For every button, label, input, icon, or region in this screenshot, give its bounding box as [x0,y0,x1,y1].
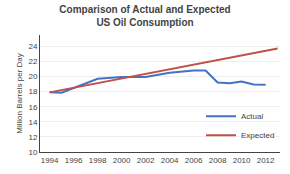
svg-text:2006: 2006 [185,156,203,165]
svg-text:2004: 2004 [161,156,179,165]
svg-text:20: 20 [28,72,37,81]
svg-text:10: 10 [28,148,37,157]
svg-text:16: 16 [28,103,37,112]
svg-text:1994: 1994 [41,156,59,165]
svg-text:Million Barrels per Day: Million Barrels per Day [15,53,24,133]
svg-text:2000: 2000 [113,156,131,165]
svg-text:Comparison of Actual and Expec: Comparison of Actual and ExpectedUS Oil … [59,4,230,28]
svg-text:12: 12 [28,133,37,142]
svg-text:24: 24 [28,42,37,51]
svg-text:2008: 2008 [209,156,227,165]
svg-text:18: 18 [28,87,37,96]
svg-text:2012: 2012 [257,156,275,165]
svg-text:2010: 2010 [233,156,251,165]
svg-text:14: 14 [28,118,37,127]
svg-text:2002: 2002 [137,156,155,165]
svg-text:22: 22 [28,57,37,66]
svg-text:1996: 1996 [65,156,83,165]
svg-text:Expected: Expected [241,131,274,140]
svg-text:Actual: Actual [241,112,263,121]
svg-text:1998: 1998 [89,156,107,165]
